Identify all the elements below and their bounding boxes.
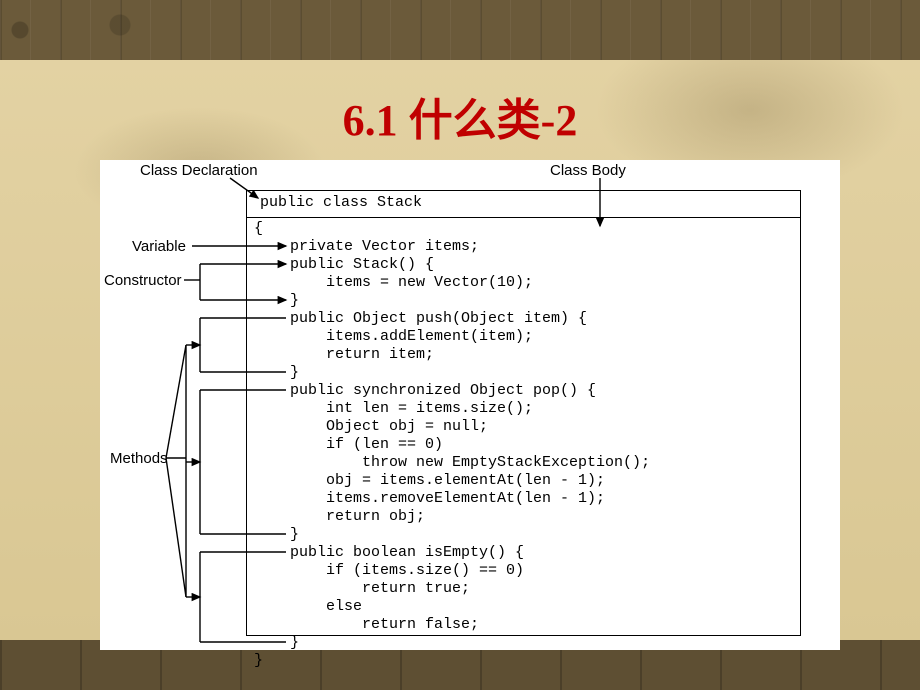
- label-methods: Methods: [110, 450, 168, 467]
- code-declaration: public class Stack: [260, 194, 422, 212]
- code-body: { private Vector items; public Stack() {…: [254, 220, 650, 670]
- label-variable: Variable: [132, 238, 186, 255]
- label-class-body: Class Body: [550, 162, 626, 179]
- slide-content: 6.1 什么类-2 Class Declaration Class Body V…: [0, 60, 920, 162]
- decorative-top-banner: [0, 0, 920, 60]
- label-constructor: Constructor: [104, 272, 182, 289]
- class-anatomy-diagram: Class Declaration Class Body Variable Co…: [100, 160, 840, 650]
- label-class-declaration: Class Declaration: [140, 162, 258, 179]
- slide-title: 6.1 什么类-2: [0, 84, 920, 148]
